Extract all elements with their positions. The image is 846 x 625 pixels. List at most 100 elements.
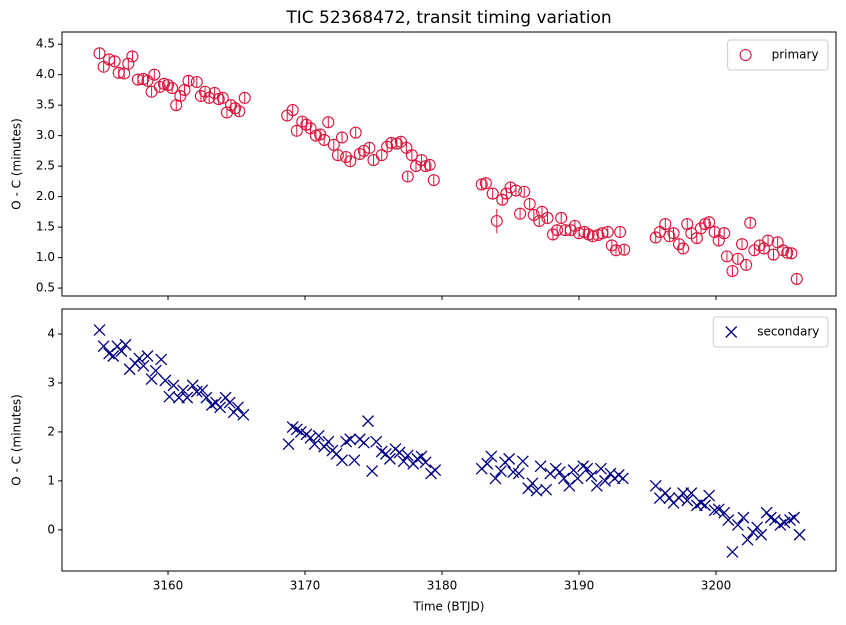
- marker: [115, 345, 128, 358]
- marker: [322, 116, 335, 129]
- marker: [788, 511, 801, 524]
- marker: [397, 455, 410, 468]
- marker: [336, 454, 348, 467]
- marker: [590, 479, 603, 492]
- marker: [518, 185, 531, 198]
- marker: [119, 338, 132, 351]
- marker: [286, 103, 299, 117]
- marker: [737, 511, 750, 524]
- marker: [534, 460, 547, 473]
- marker: [375, 149, 388, 162]
- marker: [133, 352, 146, 365]
- marker: [555, 211, 568, 225]
- marker: [712, 503, 725, 516]
- marker: [571, 472, 584, 485]
- marker: [181, 391, 194, 404]
- marker: [514, 207, 527, 220]
- marker: [533, 214, 546, 228]
- marker: [486, 187, 499, 200]
- marker: [167, 379, 180, 392]
- marker: [581, 462, 594, 475]
- x-tick-label: 3170: [290, 579, 321, 593]
- marker: [405, 149, 418, 162]
- marker: [137, 359, 150, 372]
- marker: [182, 74, 195, 87]
- marker: [233, 105, 246, 118]
- y-tick-label: 2.5: [36, 159, 55, 173]
- marker: [229, 102, 242, 115]
- marker: [427, 174, 440, 187]
- y-tick-label: 4.0: [36, 67, 55, 81]
- marker: [415, 450, 428, 463]
- marker: [344, 155, 357, 168]
- marker: [594, 462, 607, 475]
- marker: [496, 193, 509, 206]
- marker: [190, 75, 203, 89]
- marker: [614, 225, 627, 239]
- marker: [672, 238, 686, 251]
- marker: [708, 504, 721, 517]
- chart-title: TIC 52368472, transit timing variation: [285, 8, 611, 28]
- marker: [401, 170, 414, 183]
- y-tick-label: 3.5: [36, 98, 55, 112]
- legend-marker: [725, 326, 738, 338]
- marker: [681, 494, 694, 507]
- y-tick-label: 3.0: [36, 128, 55, 142]
- y-axis-label: O - C (minutes): [10, 394, 24, 486]
- marker: [609, 244, 623, 257]
- marker: [122, 57, 135, 70]
- marker: [327, 138, 340, 151]
- marker: [503, 452, 516, 465]
- marker: [557, 472, 570, 485]
- marker: [237, 408, 250, 421]
- marker: [97, 340, 110, 353]
- marker: [224, 99, 238, 112]
- marker: [567, 464, 580, 477]
- marker: [423, 158, 436, 171]
- marker: [290, 124, 303, 137]
- marker: [741, 533, 754, 546]
- marker: [785, 247, 798, 260]
- y-axis-label: O - C (minutes): [10, 118, 24, 210]
- marker: [516, 455, 529, 468]
- marker: [485, 450, 498, 463]
- marker: [216, 91, 229, 104]
- marker: [161, 78, 175, 92]
- marker: [186, 379, 199, 392]
- marker: [699, 499, 711, 512]
- marker: [793, 528, 806, 541]
- marker: [366, 465, 379, 478]
- marker: [509, 184, 523, 197]
- marker: [649, 479, 662, 492]
- marker: [553, 466, 566, 479]
- marker: [318, 133, 331, 146]
- marker: [383, 452, 396, 465]
- x-tick-label: 3180: [427, 579, 458, 593]
- marker: [551, 224, 564, 237]
- legend-marker: [739, 48, 752, 62]
- marker: [731, 519, 744, 531]
- legend-label: primary: [772, 48, 819, 62]
- marker: [93, 324, 106, 337]
- marker: [344, 433, 357, 446]
- x-tick-label: 3190: [564, 579, 595, 593]
- marker: [781, 246, 794, 259]
- marker: [238, 91, 251, 104]
- marker: [362, 415, 374, 428]
- marker: [479, 177, 492, 190]
- marker: [349, 126, 362, 139]
- marker: [718, 227, 731, 240]
- marker: [214, 401, 227, 414]
- marker: [419, 456, 432, 469]
- marker: [735, 238, 749, 251]
- marker: [757, 242, 770, 255]
- marker: [340, 150, 353, 164]
- y-tick-label: 1.0: [36, 250, 55, 264]
- marker: [726, 264, 739, 278]
- marker: [282, 438, 295, 451]
- marker: [335, 131, 349, 144]
- marker: [196, 384, 209, 397]
- marker: [145, 373, 158, 385]
- marker: [601, 225, 614, 239]
